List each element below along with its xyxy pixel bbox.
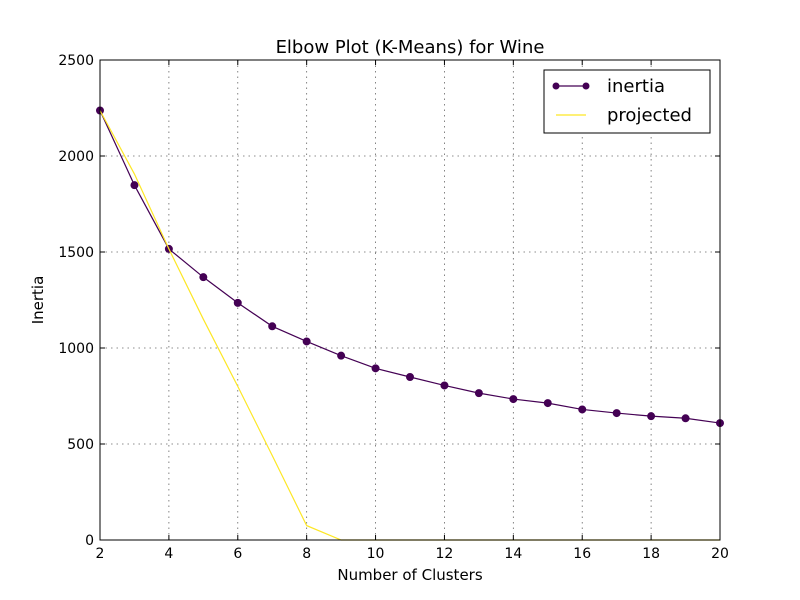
x-tick-label: 2 [96, 546, 105, 562]
x-tick-label: 14 [504, 546, 522, 562]
plot-frame [99, 59, 721, 541]
data-point-inertia [337, 351, 346, 360]
data-point-inertia [647, 412, 656, 421]
legend-box [543, 69, 711, 134]
series-line-projected [99, 110, 720, 541]
chart-title: Elbow Plot (K-Means) for Wine [276, 37, 545, 58]
x-tick-label: 20 [711, 546, 729, 562]
x-tick-label: 10 [367, 546, 385, 562]
data-point-inertia [474, 389, 483, 398]
y-tick-label: 1000 [58, 341, 94, 357]
y-tick-label: 0 [85, 533, 94, 549]
data-point-inertia [268, 322, 277, 331]
data-point-inertia [681, 414, 690, 423]
series-layer [96, 106, 724, 541]
y-tick-label: 2500 [58, 53, 94, 69]
legend-marker-inertia-right [582, 82, 590, 90]
x-axis-label: Number of Clusters [337, 566, 482, 584]
y-tick-label: 1500 [58, 245, 94, 261]
x-tick-label: 12 [436, 546, 454, 562]
x-tick-label: 18 [642, 546, 660, 562]
data-point-inertia [509, 395, 518, 404]
data-point-inertia [578, 405, 587, 414]
data-point-inertia [440, 381, 449, 390]
x-tick-label: 4 [164, 546, 173, 562]
data-point-inertia [406, 372, 414, 381]
x-tick-label: 6 [233, 546, 242, 562]
data-point-inertia [199, 273, 208, 282]
data-point-inertia [233, 298, 242, 307]
data-point-inertia [302, 337, 311, 346]
data-point-inertia [371, 364, 380, 373]
legend-label-inertia: inertia [607, 76, 665, 97]
ticks: 2 4 6 8 10 12 14 16 18 20 0 500 1000 1500 2000 2500 [58, 53, 729, 562]
legend-label-projected: projected [607, 105, 692, 126]
x-tick-label: 8 [302, 546, 311, 562]
legend: inertia projected [543, 69, 711, 134]
y-tick-label: 500 [67, 437, 94, 453]
data-point-inertia [130, 181, 139, 190]
data-point-inertia [612, 409, 621, 418]
data-point-inertia [543, 399, 552, 408]
y-axis-label: Inertia [29, 276, 47, 325]
x-tick-label: 16 [573, 546, 591, 562]
y-tick-label: 2000 [58, 149, 94, 165]
legend-marker-inertia-left [552, 82, 560, 90]
